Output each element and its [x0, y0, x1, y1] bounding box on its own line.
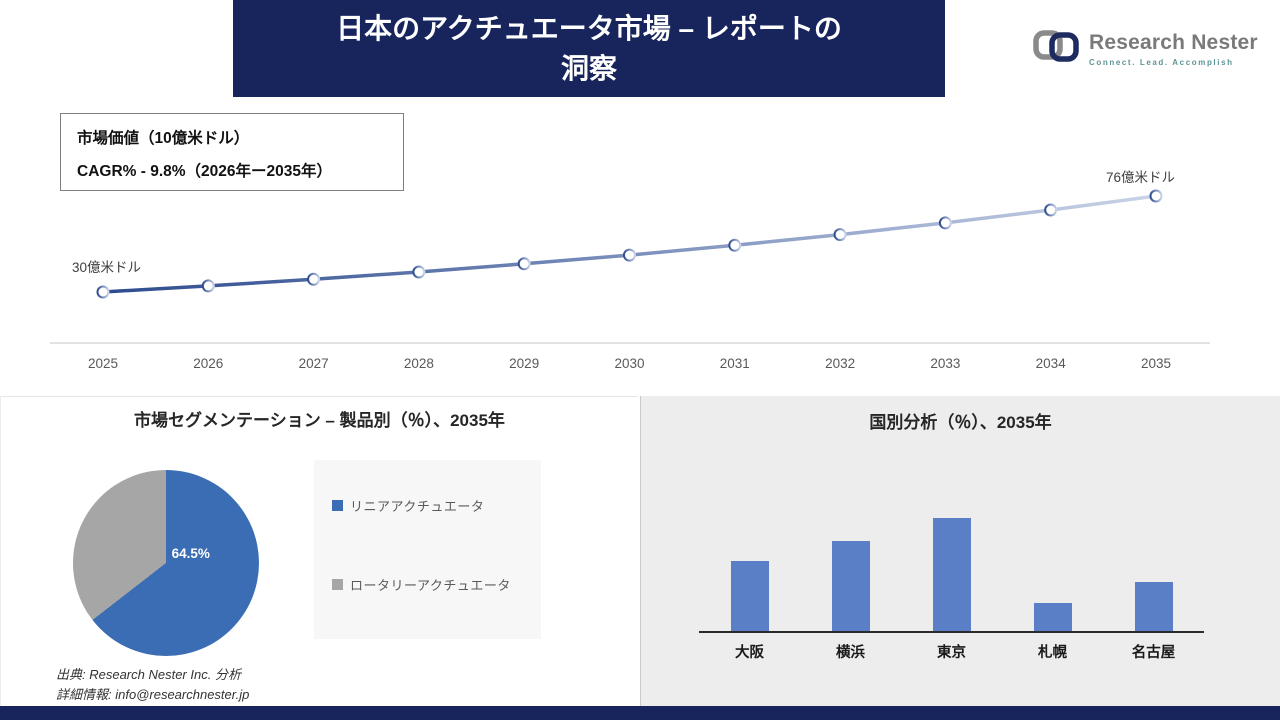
source-line2: 詳細情報: info@researchnester.jp [56, 687, 250, 702]
line-marker [728, 238, 742, 252]
country-panel: 国別分析（％）、2035年 大阪 横浜 東京 札幌 名古屋 [640, 396, 1280, 706]
pie-data-label: 64.5% [171, 546, 210, 562]
market-value-label: 市場価値（10億米ドル） [77, 130, 250, 147]
country-bar [831, 540, 870, 631]
page-title-line1: 日本のアクチュエータ市場 – レポートの [336, 12, 842, 44]
legend-label: リニアアクチュエータ [350, 499, 485, 514]
bar-axis-line [699, 631, 1204, 633]
line-marker [623, 248, 636, 262]
country-bar [1134, 582, 1173, 631]
line-marker [1044, 203, 1058, 217]
source-note: 出典: Research Nester Inc. 分析 詳細情報: info@r… [56, 665, 249, 705]
bar-category-label: 東京 [937, 645, 966, 661]
line-marker [307, 272, 321, 286]
country-title: 国別分析（％）、2035年 [869, 413, 1052, 432]
x-axis-label: 2026 [193, 356, 224, 371]
x-axis-label: 2033 [930, 356, 961, 371]
end-value-label: 76億米ドル [1106, 170, 1176, 185]
line-marker [833, 228, 847, 242]
logo-text: Research Nester Connect. Lead. Accomplis… [1089, 31, 1258, 67]
legend-item: リニアアクチュエータ [332, 496, 523, 515]
page-title-line2: 洞察 [560, 52, 617, 84]
cagr-label: CAGR% - 9.8%（2026年ー2035年） [77, 163, 332, 180]
logo-tagline: Connect. Lead. Accomplish [1089, 57, 1234, 67]
bar-category-label: 横浜 [836, 645, 865, 661]
line-marker [412, 265, 426, 279]
x-axis-label: 2029 [509, 356, 540, 371]
x-axis-label: 2032 [825, 356, 856, 371]
x-axis-label: 2031 [719, 356, 750, 371]
country-bar [1033, 602, 1072, 631]
x-axis-label: 2030 [614, 356, 645, 371]
line-marker [201, 279, 215, 293]
start-value-label: 30億米ドル [72, 260, 142, 275]
market-line-chart [50, 189, 1210, 344]
line-marker [96, 285, 110, 299]
chain-links-icon [1032, 26, 1080, 71]
market-trend-line [102, 194, 1157, 294]
x-axis-label: 2025 [87, 356, 119, 371]
line-marker [517, 257, 531, 271]
bar-category-label: 名古屋 [1131, 645, 1176, 661]
source-line1: 出典: Research Nester Inc. 分析 [56, 667, 241, 682]
footer-bar [0, 706, 1280, 720]
x-axis-label: 2035 [1140, 356, 1172, 371]
bar-category-label: 札幌 [1038, 645, 1067, 661]
legend-item: ロータリーアクチュエータ [332, 575, 523, 594]
pie-legend: リニアアクチュエータロータリーアクチュエータ [314, 460, 541, 639]
segmentation-pie: 64.5% [73, 470, 259, 656]
report-title-banner: 日本のアクチュエータ市場 – レポートの 洞察 [233, 0, 945, 97]
bar-category-label: 大阪 [735, 645, 764, 661]
legend-swatch-icon [332, 579, 343, 590]
country-bar [730, 561, 769, 631]
segmentation-title: 市場セグメンテーション – 製品別（％）、2035年 [134, 411, 505, 430]
page-title: 日本のアクチュエータ市場 – レポートの 洞察 [336, 9, 842, 89]
logo-name: Research Nester [1089, 30, 1258, 54]
research-nester-logo: Research Nester Connect. Lead. Accomplis… [1032, 26, 1258, 71]
country-bar-chart: 大阪 横浜 東京 札幌 名古屋 [699, 396, 1204, 706]
market-value-annotation: 市場価値（10億米ドル） CAGR% - 9.8%（2026年ー2035年） [60, 113, 404, 191]
legend-swatch-icon [332, 500, 343, 511]
country-bar [932, 518, 971, 631]
x-axis-label: 2028 [403, 356, 434, 371]
line-marker [938, 216, 952, 230]
line-marker [1149, 189, 1163, 203]
x-axis-labels: 2025 2026 2027 2028 2029 2030 2031 2032 2033 2034… [40, 356, 1240, 378]
segmentation-panel: 市場セグメンテーション – 製品別（％）、2035年 64.5% リニアアクチュ… [0, 396, 638, 706]
legend-label: ロータリーアクチュエータ [350, 578, 511, 593]
x-axis-label: 2027 [298, 356, 329, 371]
x-axis-label: 2034 [1035, 356, 1066, 371]
